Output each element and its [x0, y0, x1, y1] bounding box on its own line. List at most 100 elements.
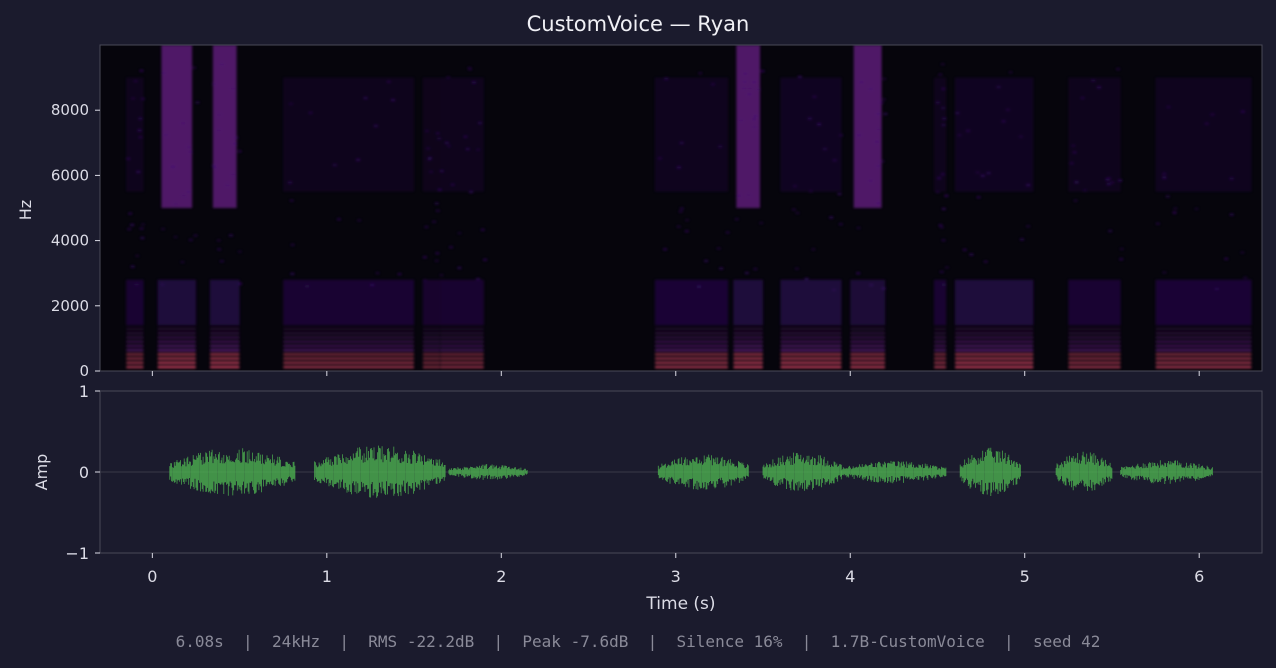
- speckle: [1026, 225, 1031, 228]
- spectrogram-burst: [654, 72, 730, 369]
- speckle: [181, 194, 186, 197]
- speckle: [698, 72, 703, 75]
- speckle: [937, 177, 942, 180]
- speckle: [181, 122, 186, 125]
- harmonic-band: [126, 348, 144, 352]
- speckle: [882, 77, 887, 80]
- speckle: [795, 211, 800, 214]
- speckle: [234, 136, 239, 139]
- speckle: [195, 101, 200, 104]
- waveform-segment: [448, 464, 528, 480]
- fricative-band: [161, 45, 193, 208]
- harmonic-band: [733, 353, 764, 356]
- speckle: [942, 117, 947, 120]
- fricative-band: [736, 45, 761, 208]
- harmonic-band: [654, 361, 729, 365]
- waveform-x-axis: 0 1 2 3 4 5 6: [147, 553, 1204, 586]
- harmonic-band: [157, 348, 196, 352]
- speckle: [986, 172, 991, 175]
- harmonic-band: [283, 357, 415, 360]
- speckle: [139, 69, 144, 72]
- harmonic-band: [850, 344, 886, 348]
- speckle: [1020, 238, 1025, 241]
- speckle: [935, 101, 940, 104]
- speckle: [753, 115, 758, 118]
- speckle: [684, 230, 689, 233]
- speckle: [1240, 110, 1245, 113]
- harmonic-band: [1155, 327, 1252, 331]
- speckle: [938, 73, 943, 76]
- speckle: [134, 283, 139, 286]
- speckle: [439, 274, 444, 277]
- speckle: [941, 87, 946, 90]
- harmonic-band: [733, 336, 764, 339]
- speckle: [363, 97, 368, 100]
- speckle: [1091, 79, 1096, 82]
- speckle: [432, 220, 437, 223]
- speckle: [336, 218, 341, 221]
- speckle: [135, 254, 140, 257]
- speckle: [944, 194, 949, 197]
- harmonic-band: [1068, 365, 1121, 369]
- speckle: [883, 112, 888, 115]
- harmonic-band: [733, 361, 764, 365]
- mid-band: [1155, 279, 1252, 326]
- speckle: [131, 97, 136, 100]
- speckle: [831, 288, 836, 291]
- speckle: [140, 223, 145, 226]
- speckle: [424, 129, 429, 132]
- harmonic-band: [1155, 348, 1252, 352]
- y-tick-label: 4000: [51, 232, 89, 250]
- waveform-y-axis: 1 0 −1: [65, 382, 100, 563]
- harmonic-band: [954, 344, 1034, 348]
- spectrogram-burst: [780, 75, 844, 369]
- speckle: [1229, 213, 1234, 216]
- harmonic-band: [440, 361, 484, 365]
- harmonic-band: [780, 340, 842, 343]
- harmonic-band: [422, 340, 441, 343]
- harmonic-band: [126, 331, 144, 335]
- speckle: [756, 88, 761, 91]
- speckle: [1166, 106, 1171, 109]
- waveform-segment: [762, 452, 842, 491]
- speckle: [856, 272, 861, 275]
- spectrogram-frame: [99, 44, 1263, 372]
- high-band: [1155, 77, 1252, 192]
- harmonic-band: [933, 361, 947, 365]
- speckle: [457, 232, 462, 235]
- speckle: [373, 124, 378, 127]
- stats-footer: 6.08s | 24kHz | RMS -22.2dB | Peak -7.6d…: [175, 632, 1101, 651]
- harmonic-band: [422, 365, 441, 369]
- speckle: [446, 145, 451, 148]
- harmonic-band: [209, 357, 240, 360]
- speckle: [1194, 207, 1199, 210]
- speckle: [678, 210, 683, 213]
- speckle: [211, 83, 216, 86]
- x-tick-label: 4: [845, 567, 855, 586]
- speckle: [941, 207, 946, 210]
- harmonic-band: [933, 327, 947, 331]
- harmonic-band: [422, 348, 441, 352]
- speckle: [1229, 177, 1234, 180]
- harmonic-band: [1155, 340, 1252, 343]
- harmonic-band: [283, 336, 415, 339]
- speckle: [228, 234, 233, 237]
- harmonic-band: [157, 353, 196, 356]
- speckle: [476, 148, 481, 151]
- speckle: [957, 134, 962, 137]
- speckle: [427, 158, 432, 161]
- speckle: [230, 173, 235, 176]
- harmonic-band: [954, 365, 1034, 369]
- harmonic-band: [440, 340, 484, 343]
- speckle: [465, 148, 470, 151]
- high-band: [440, 77, 484, 192]
- speckle: [188, 150, 193, 153]
- speckle: [287, 181, 292, 184]
- speckle: [137, 129, 142, 132]
- harmonic-band: [440, 336, 484, 339]
- speckle: [876, 202, 881, 205]
- harmonic-band: [780, 327, 842, 331]
- speckle: [859, 81, 864, 84]
- speckle: [476, 278, 481, 281]
- speckle: [877, 128, 882, 131]
